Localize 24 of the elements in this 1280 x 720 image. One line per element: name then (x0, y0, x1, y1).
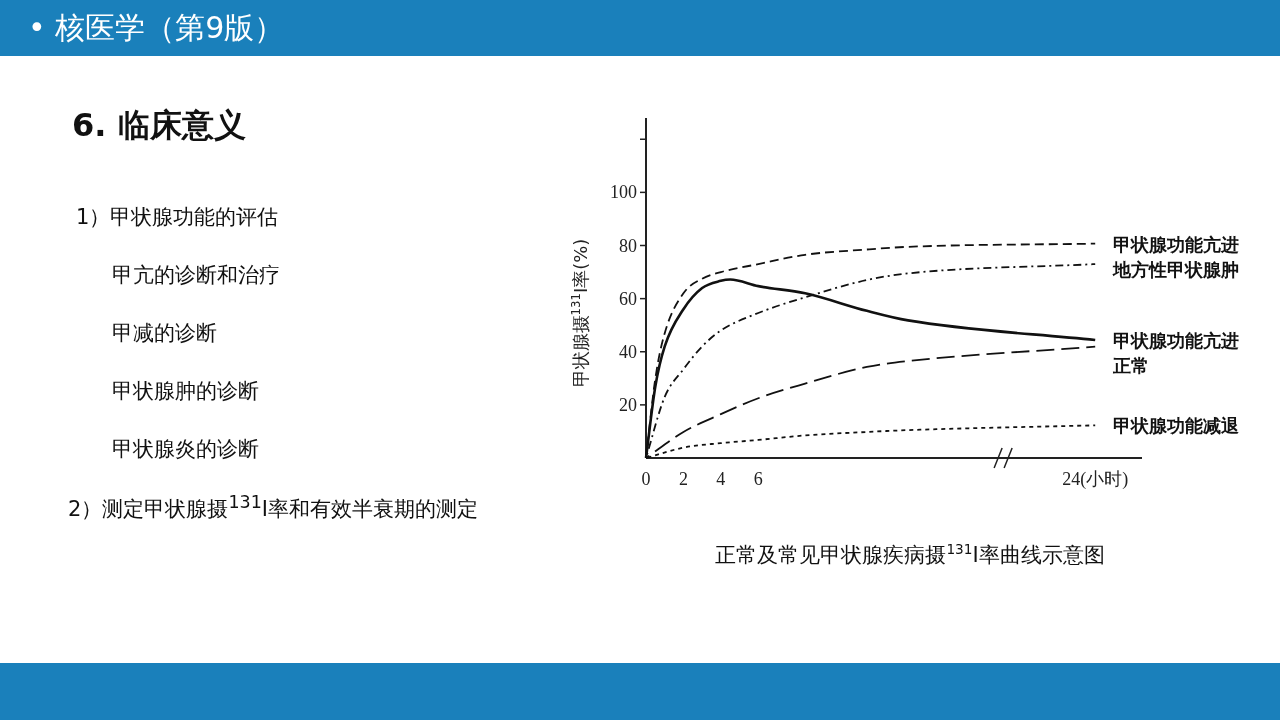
text: 甲亢的诊断和治疗 (112, 262, 280, 289)
text: 2）测定甲状腺摄$^{131}$I率和有效半衰期的测定 (68, 492, 478, 523)
x-tick-label: 4 (716, 469, 726, 489)
y-tick-label: 80 (619, 235, 637, 256)
series-label: 正常 (1112, 355, 1150, 377)
text: • 核医学（第9版） (28, 9, 285, 47)
text: 6. 临床意义 (72, 105, 246, 146)
x-tick-label: 2 (678, 469, 688, 489)
y-tick-label: 20 (619, 394, 637, 415)
text: 1）甲状腺功能的评估 (76, 204, 279, 231)
text: 甲状腺炎的诊断 (112, 436, 259, 463)
y-tick-label: 60 (619, 288, 637, 309)
y-tick-label: 100 (610, 182, 637, 203)
series-label: 甲状腺功能亢进 (1113, 233, 1240, 255)
y-tick-label: 40 (619, 341, 637, 362)
text: 甲状腺肿的诊断 (112, 378, 259, 405)
series-label: 地方性甲状腺肿 (1112, 258, 1240, 280)
series-label: 甲状腺功能减退 (1113, 415, 1240, 437)
x-tick-label: 0 (641, 469, 651, 489)
series-label: 甲状腺功能亢进 (1113, 330, 1240, 352)
text: 正常及常见甲状腺疾病摄$^{131}$I率曲线示意图 (715, 541, 1105, 567)
text: 甲减的诊断 (112, 320, 217, 347)
x-tick-label: 6 (753, 469, 763, 489)
x-tick-label: 24(小时) (1062, 469, 1129, 490)
